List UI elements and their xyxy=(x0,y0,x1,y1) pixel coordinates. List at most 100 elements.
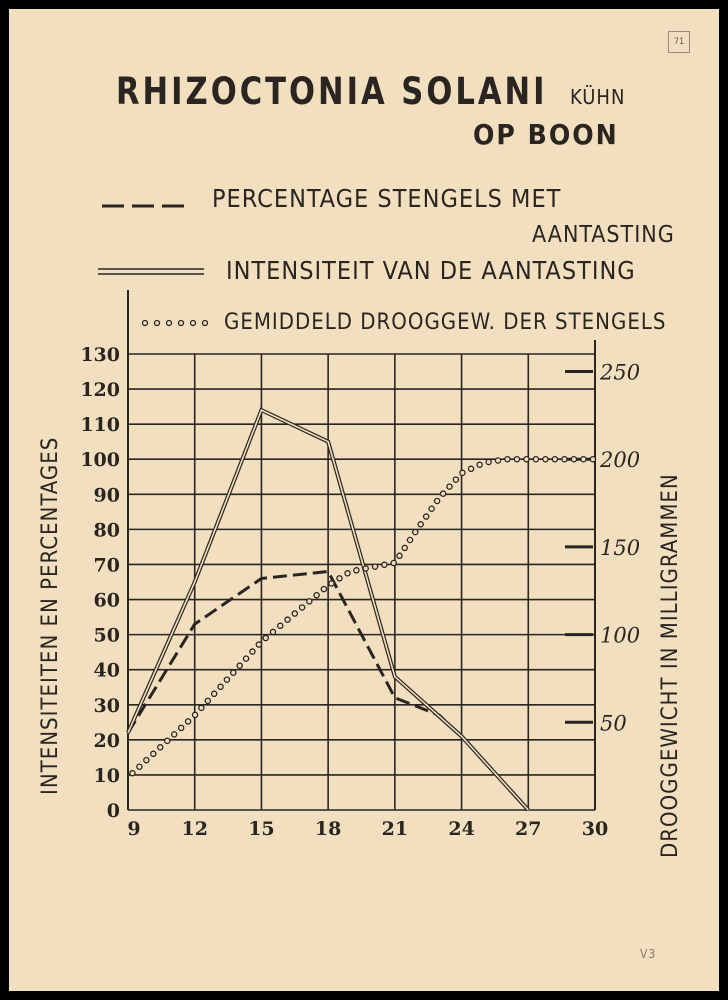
y-tick-label: 100 xyxy=(80,449,120,471)
dryweight-point xyxy=(313,591,320,599)
y-tick-label: 130 xyxy=(80,344,120,366)
legend-label-intensity: INTENSITEIT VAN DE AANTASTING xyxy=(226,256,636,285)
dryweight-point xyxy=(277,622,284,630)
y2-tick-label: 100 xyxy=(600,624,640,648)
x-tick-label: 18 xyxy=(315,818,341,840)
dryweight-point xyxy=(485,458,492,466)
dryweight-point xyxy=(452,476,460,483)
dryweight-point xyxy=(344,570,351,577)
chart-author: KÜHN xyxy=(570,85,626,109)
dryweight-point xyxy=(336,575,343,582)
x-tick-label: 30 xyxy=(582,818,608,840)
dryweight-point xyxy=(198,704,205,712)
dryweight-point xyxy=(170,731,178,738)
dryweight-point xyxy=(570,455,578,463)
dryweight-point xyxy=(291,610,299,617)
dryweight-point xyxy=(523,455,530,463)
x-tick-label: 15 xyxy=(248,818,274,840)
dryweight-point xyxy=(298,604,306,611)
dryweight-point xyxy=(371,563,379,570)
dryweight-point xyxy=(236,662,243,669)
dryweight-point xyxy=(143,756,150,764)
y2-tick-label: 50 xyxy=(600,711,627,735)
legend-label-percentage: PERCENTAGE STENGELS MET xyxy=(212,184,562,213)
series-intensity-line-inner xyxy=(127,409,529,811)
y-tick-label: 60 xyxy=(94,590,120,612)
dryweight-point xyxy=(191,711,199,719)
dryweight-point xyxy=(494,457,502,464)
dryweight-point xyxy=(390,559,397,567)
dryweight-point xyxy=(150,750,157,758)
dryweight-point xyxy=(561,455,568,463)
dryweight-point xyxy=(217,683,224,691)
dryweight-point xyxy=(328,580,335,587)
dryweight-point xyxy=(459,469,466,477)
dryweight-point xyxy=(412,528,419,536)
dryweight-point xyxy=(422,513,430,520)
y-tick-label: 110 xyxy=(80,414,120,436)
y2-tick-label: 200 xyxy=(599,448,640,472)
legend-label-percentage-2: AANTASTING xyxy=(532,222,675,248)
dryweight-point xyxy=(184,718,192,725)
dryweight-point xyxy=(381,561,388,569)
x-tick-label: 9 xyxy=(127,818,140,840)
dryweight-point xyxy=(353,567,360,574)
dryweight-point xyxy=(306,598,313,605)
y-tick-label: 120 xyxy=(80,379,120,401)
dryweight-point xyxy=(249,648,256,655)
corner-mark: V3 xyxy=(640,947,657,961)
dryweight-point xyxy=(551,455,559,463)
y-tick-label: 10 xyxy=(94,765,120,787)
dryweight-point xyxy=(262,634,269,642)
dryweight-point xyxy=(163,737,171,745)
dryweight-point xyxy=(467,465,475,473)
x-tick-label: 21 xyxy=(382,818,408,840)
y-tick-label: 40 xyxy=(94,660,120,682)
legend-dot-sample xyxy=(141,319,149,327)
dryweight-point xyxy=(242,655,250,662)
dryweight-point xyxy=(177,724,185,732)
y-tick-label: 80 xyxy=(94,519,120,541)
x-tick-label: 12 xyxy=(181,818,207,840)
y2-tick-label: 250 xyxy=(599,361,640,385)
dryweight-point xyxy=(428,505,435,513)
dryweight-point xyxy=(504,455,511,463)
chart-title: RHIZOCTONIA SOLANI xyxy=(116,70,548,114)
y-tick-label: 0 xyxy=(107,800,120,822)
dryweight-point xyxy=(204,697,212,705)
dryweight-point xyxy=(542,455,549,463)
y-tick-label: 90 xyxy=(94,484,120,506)
dryweight-point xyxy=(157,744,164,751)
legend-dot-sample xyxy=(189,319,197,327)
dryweight-point xyxy=(362,565,369,572)
chart-subtitle: OP BOON xyxy=(473,118,619,151)
dryweight-point xyxy=(320,585,328,593)
dryweight-point xyxy=(433,497,441,505)
dryweight-point xyxy=(396,552,403,560)
dryweight-point xyxy=(255,641,263,648)
dryweight-point xyxy=(284,616,291,623)
x-tick-label: 27 xyxy=(515,818,541,840)
legend-dot-sample xyxy=(201,319,209,327)
y-tick-label: 30 xyxy=(94,695,120,717)
dryweight-point xyxy=(446,483,453,490)
y-tick-label: 70 xyxy=(94,554,120,576)
legend-dot-sample xyxy=(165,319,173,327)
legend-dot-sample xyxy=(153,319,161,327)
dryweight-point xyxy=(269,628,277,636)
dryweight-point xyxy=(136,763,143,770)
dryweight-point xyxy=(532,455,540,463)
dryweight-point xyxy=(476,461,483,468)
dryweight-point xyxy=(513,455,521,463)
dryweight-point xyxy=(580,455,587,463)
y-tick-label: 50 xyxy=(94,625,120,647)
y2-tick-label: 150 xyxy=(600,536,640,560)
dryweight-point xyxy=(230,669,237,676)
dryweight-point xyxy=(589,455,597,463)
dryweight-point xyxy=(210,690,218,698)
dryweight-point xyxy=(223,676,231,683)
legend-dot-sample xyxy=(177,319,185,327)
dryweight-point xyxy=(439,490,447,497)
legend-label-dryweight: GEMIDDELD DROOGGEW. DER STENGELS xyxy=(224,310,667,335)
